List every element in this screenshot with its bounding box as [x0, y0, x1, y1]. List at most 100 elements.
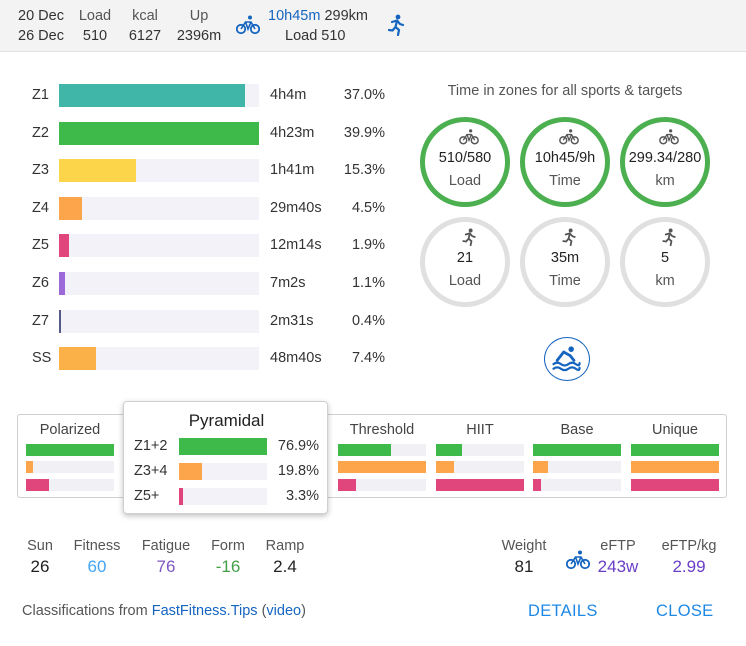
sun-label: Sun	[27, 538, 53, 554]
classification-column[interactable]: Threshold	[338, 415, 426, 499]
zone-bar-fill	[59, 122, 259, 145]
weight-label: Weight	[501, 538, 547, 554]
run-load-target: 21 Load	[420, 217, 510, 307]
classification-bar-fill	[533, 444, 621, 456]
target-value: 5	[660, 250, 670, 266]
eftp-label: eFTP	[600, 538, 636, 554]
zone-bar-track	[59, 234, 259, 257]
details-button[interactable]: DETAILS	[528, 602, 598, 620]
popup-percent: 3.3%	[285, 488, 319, 504]
zone-percent: 7.4%	[351, 350, 385, 366]
zone-percent: 39.9%	[343, 125, 385, 141]
eftp-kg-value: 2.99	[672, 557, 706, 576]
pyramidal-popup: Pyramidal Z1+2 76.9% Z3+4 19.8% Z5+ 3.3%	[123, 401, 328, 514]
week-summary-header: 20 Dec 26 Dec Load 510 kcal 6127 Up 2396…	[0, 0, 746, 52]
zone-bar-fill	[59, 310, 61, 333]
classification-column[interactable]: HIIT	[436, 415, 524, 499]
popup-row: Z5+ 3.3%	[124, 486, 329, 506]
classification-column[interactable]: Unique	[631, 415, 719, 499]
classification-bar-fill	[436, 479, 524, 491]
classification-bar	[26, 461, 114, 473]
zone-bar-fill	[59, 272, 65, 295]
swim-icon	[552, 346, 581, 372]
target-value: 21	[456, 250, 474, 266]
eftp-stat[interactable]: eFTP 243w	[593, 537, 643, 579]
target-value: 10h45/9h	[534, 150, 596, 166]
sun-value: 26	[30, 557, 50, 576]
classification-bar-fill	[631, 479, 719, 491]
classification-bar	[533, 444, 621, 456]
classification-bar	[26, 479, 114, 491]
popup-zone-name: Z3+4	[134, 463, 168, 479]
target-label: Time	[549, 173, 581, 189]
classification-bar-fill	[26, 461, 33, 473]
kcal-label: kcal	[132, 8, 158, 24]
classification-bar	[338, 461, 426, 473]
classification-bar-fill	[436, 461, 454, 473]
zone-name: Z3	[32, 162, 49, 178]
ride-load: Load 510	[285, 28, 346, 44]
ride-time: 10h45m	[268, 8, 321, 24]
ramp-value: 2.4	[273, 557, 297, 576]
kcal-value: 6127	[128, 28, 162, 44]
load-value: 510	[82, 28, 108, 44]
eftp-kg-label: eFTP/kg	[661, 538, 717, 554]
zone-name: Z6	[32, 275, 49, 291]
zone-time: 4h23m	[270, 125, 315, 141]
zone-percent: 15.3%	[343, 162, 385, 178]
zone-bar-track	[59, 122, 259, 145]
target-label: km	[655, 173, 675, 189]
close-button[interactable]: CLOSE	[656, 602, 714, 620]
classification-credit: Classifications from FastFitness.Tips (v…	[22, 603, 306, 619]
zone-bar-fill	[59, 159, 136, 182]
fatigue-stat[interactable]: Fatigue 76	[138, 537, 194, 579]
zone-name: Z4	[32, 200, 49, 216]
classification-column[interactable]: Base	[533, 415, 621, 499]
eftp-kg-stat[interactable]: eFTP/kg 2.99	[656, 537, 722, 579]
popup-row: Z1+2 76.9%	[124, 436, 329, 456]
classification-column[interactable]: Polarized	[26, 415, 114, 499]
video-link[interactable]: video	[266, 603, 302, 619]
fastfitness-link[interactable]: FastFitness.Tips	[151, 603, 258, 619]
classification-name: HIIT	[466, 422, 494, 438]
zone-percent: 1.9%	[351, 237, 385, 253]
up-stat: Up 2396m	[175, 6, 223, 46]
run-icon	[662, 228, 676, 246]
popup-percent: 19.8%	[277, 463, 319, 479]
popup-bar-fill	[179, 488, 183, 505]
zone-name: Z5	[32, 237, 49, 253]
fitness-stat[interactable]: Fitness 60	[70, 537, 124, 579]
zone-time: 2m31s	[270, 313, 314, 329]
credit-prefix: Classifications from	[22, 603, 152, 619]
ride-time-target: 10h45/9h Time	[520, 117, 610, 207]
target-value: 299.34/280	[628, 150, 702, 166]
target-label: Load	[448, 173, 482, 189]
zone-percent: 4.5%	[351, 200, 385, 216]
date-to: 26 Dec	[18, 28, 64, 44]
bike-icon	[659, 129, 679, 145]
up-value: 2396m	[176, 28, 222, 44]
classification-bar-fill	[533, 479, 541, 491]
popup-bar-track	[179, 488, 267, 505]
form-stat[interactable]: Form -16	[207, 537, 249, 579]
zone-bar-fill	[59, 234, 69, 257]
classification-name: Unique	[652, 422, 698, 438]
fitness-value: 60	[87, 557, 107, 576]
form-label: Form	[211, 538, 245, 554]
zone-bar-track	[59, 347, 259, 370]
zone-name: Z2	[32, 125, 49, 141]
run-icon	[462, 228, 476, 246]
popup-bar-fill	[179, 463, 202, 480]
ride-summary: 10h45m 299km Load 510	[263, 6, 373, 46]
zone-percent: 0.4%	[351, 313, 385, 329]
classification-bar	[631, 461, 719, 473]
bike-icon	[459, 129, 479, 145]
run-icon	[562, 228, 576, 246]
zone-bar-fill	[59, 197, 82, 220]
zone-bar-track	[59, 197, 259, 220]
fitness-label: Fitness	[73, 538, 121, 554]
swim-sport-button[interactable]	[544, 337, 590, 381]
zone-percent: 37.0%	[343, 87, 385, 103]
zone-time: 4h4m	[270, 87, 307, 103]
classification-bar	[533, 461, 621, 473]
